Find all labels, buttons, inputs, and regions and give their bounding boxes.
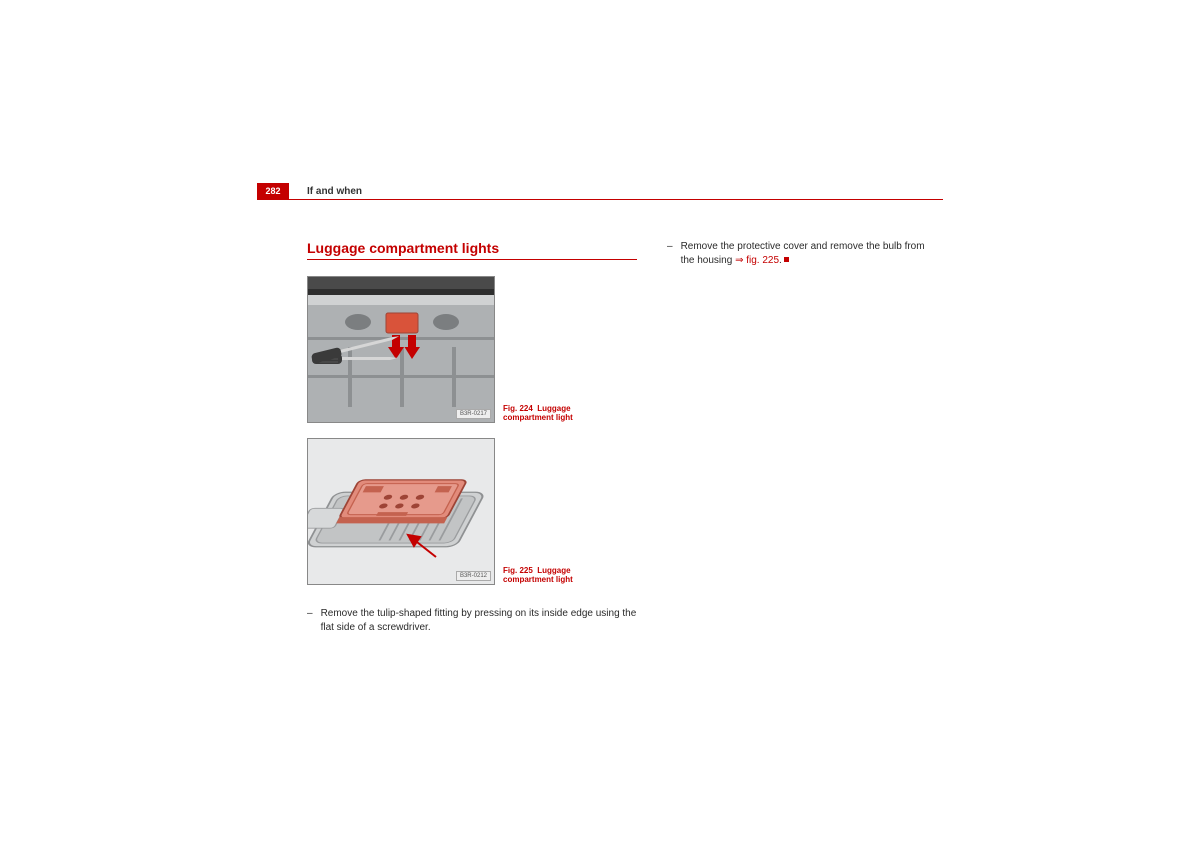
figure-225-image: B3R-0212 [307,438,495,585]
figure-225: B3R-0212 Fig. 225 Luggage compartment li… [307,438,637,585]
instruction-text: Remove the tulip-shaped fitting by press… [321,607,637,634]
figure-224-image: B3R-0217 [307,276,495,423]
page-number: 282 [257,183,289,199]
instruction-list-right: – Remove the protective cover and remove… [667,240,927,267]
chapter-title: If and when [289,183,362,199]
end-square-icon [784,257,789,262]
instruction-list-left: – Remove the tulip-shaped fitting by pre… [307,607,637,634]
figure-reference-link: ⇒ fig. 225 [735,255,779,266]
figure-225-refcode: B3R-0212 [456,571,491,581]
figure-224-number: Fig. 224 [503,404,533,413]
section-title: Luggage compartment lights [307,240,637,260]
bullet-dash: – [667,240,673,267]
figure-225-caption: Fig. 225 Luggage compartment light [503,566,593,585]
page-header: 282 If and when [257,183,943,200]
list-item: – Remove the protective cover and remove… [667,240,927,267]
list-item: – Remove the tulip-shaped fitting by pre… [307,607,637,634]
instruction-text-part-b: . [779,255,782,266]
figure-224-caption: Fig. 224 Luggage compartment light [503,404,593,423]
figure-224-refcode: B3R-0217 [456,409,491,419]
instruction-text-part-a: Remove the protective cover and remove t… [681,241,925,266]
figure-224: B3R-0217 Fig. 224 Luggage compartment li… [307,276,637,423]
figure-225-number: Fig. 225 [503,566,533,575]
bullet-dash: – [307,607,313,634]
instruction-text: Remove the protective cover and remove t… [681,240,927,267]
